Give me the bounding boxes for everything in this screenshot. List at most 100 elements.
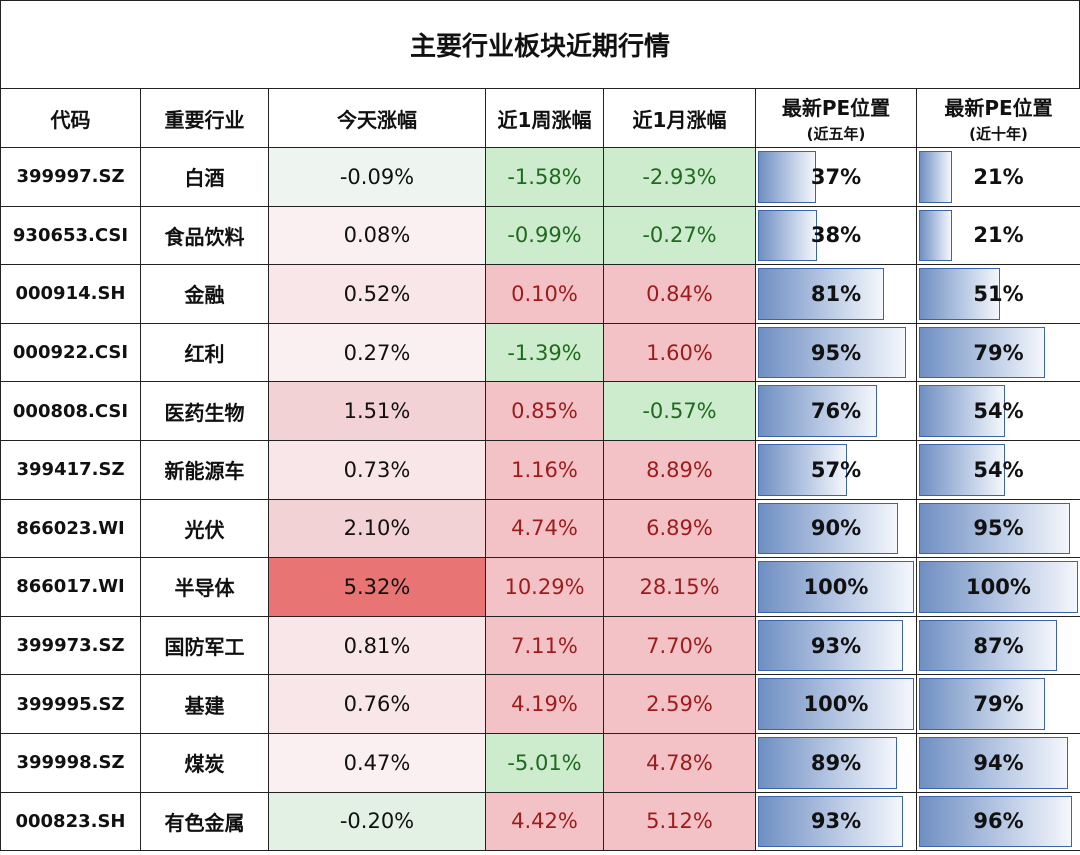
- cell-month: 2.59%: [603, 674, 756, 734]
- cell-week: -1.39%: [485, 322, 604, 383]
- cell-today: 0.76%: [268, 674, 486, 734]
- pe5-databar: [758, 619, 904, 672]
- cell-pe10: 54%: [916, 381, 1080, 441]
- cell-month: 28.15%: [603, 557, 756, 617]
- cell-week: 10.29%: [485, 557, 604, 617]
- pe5-label: 100%: [803, 574, 869, 599]
- header-week: 近1周涨幅: [485, 88, 604, 148]
- table-row: 866017.WI 半导体 5.32% 10.29% 28.15% 100% 100%: [0, 557, 1080, 617]
- pe10-label: 94%: [973, 750, 1024, 775]
- cell-today: 0.47%: [268, 732, 486, 793]
- pe10-databar: [919, 326, 1045, 379]
- cell-code: 399995.SZ: [0, 674, 141, 734]
- cell-industry: 半导体: [140, 557, 269, 617]
- cell-week: -5.01%: [485, 732, 604, 793]
- pe5-label: 76%: [810, 399, 862, 424]
- cell-pe5: 57%: [755, 439, 917, 500]
- cell-week: 0.85%: [485, 381, 604, 441]
- cell-today: 2.10%: [268, 498, 486, 559]
- cell-today: 0.81%: [268, 615, 486, 676]
- cell-pe10: 96%: [916, 791, 1080, 852]
- cell-month: -2.93%: [603, 147, 756, 207]
- cell-pe10: 79%: [916, 674, 1080, 734]
- pe5-databar: [758, 443, 847, 496]
- cell-code: 866017.WI: [0, 557, 141, 617]
- cell-pe5: 90%: [755, 498, 917, 559]
- pe10-label: 87%: [973, 633, 1024, 658]
- cell-pe5: 95%: [755, 322, 917, 383]
- table-row: 000808.CSI 医药生物 1.51% 0.85% -0.57% 76% 54%: [0, 381, 1080, 441]
- cell-pe5: 89%: [755, 732, 917, 793]
- pe5-databar: [758, 385, 877, 437]
- cell-industry: 医药生物: [140, 381, 269, 441]
- header-industry: 重要行业: [140, 88, 269, 148]
- cell-pe5: 37%: [755, 147, 917, 207]
- cell-code: 000808.CSI: [0, 381, 141, 441]
- cell-month: -0.27%: [603, 205, 756, 266]
- pe10-label: 79%: [973, 692, 1024, 717]
- table-row: 399995.SZ 基建 0.76% 4.19% 2.59% 100% 79%: [0, 674, 1080, 734]
- cell-code: 000823.SH: [0, 791, 141, 852]
- pe10-label: 95%: [973, 516, 1024, 541]
- pe5-label: 81%: [810, 281, 862, 306]
- pe5-label: 95%: [810, 340, 862, 365]
- cell-pe10: 100%: [916, 557, 1080, 617]
- cell-pe5: 81%: [755, 264, 917, 324]
- pe5-databar: [758, 326, 907, 379]
- pe5-label: 89%: [810, 750, 862, 775]
- pe10-label: 96%: [973, 809, 1024, 834]
- table-row: 399998.SZ 煤炭 0.47% -5.01% 4.78% 89% 94%: [0, 732, 1080, 793]
- pe10-label: 100%: [966, 574, 1031, 599]
- cell-code: 399997.SZ: [0, 147, 141, 207]
- cell-pe10: 94%: [916, 732, 1080, 793]
- cell-code: 000914.SH: [0, 264, 141, 324]
- table-title: 主要行业板块近期行情: [0, 0, 1080, 88]
- table-row: 930653.CSI 食品饮料 0.08% -0.99% -0.27% 38% 21%: [0, 205, 1080, 266]
- cell-today: -0.20%: [268, 791, 486, 852]
- cell-month: 4.78%: [603, 732, 756, 793]
- cell-pe10: 79%: [916, 322, 1080, 383]
- pe10-databar: [919, 736, 1069, 789]
- pe10-databar: [919, 443, 1005, 496]
- table-row: 000823.SH 有色金属 -0.20% 4.42% 5.12% 93% 96%: [0, 791, 1080, 852]
- pe10-databar: [919, 561, 1078, 613]
- pe5-label: 100%: [803, 692, 869, 717]
- cell-today: 0.73%: [268, 439, 486, 500]
- cell-pe5: 100%: [755, 557, 917, 617]
- cell-pe10: 54%: [916, 439, 1080, 500]
- pe5-label: 38%: [810, 223, 862, 248]
- pe5-databar: [758, 151, 816, 203]
- cell-pe5: 100%: [755, 674, 917, 734]
- cell-month: 6.89%: [603, 498, 756, 559]
- header-pe5-main: 最新PE位置: [781, 96, 891, 120]
- cell-month: 0.84%: [603, 264, 756, 324]
- cell-code: 399417.SZ: [0, 439, 141, 500]
- cell-industry: 白酒: [140, 147, 269, 207]
- pe10-databar: [919, 268, 1001, 320]
- header-code: 代码: [0, 88, 141, 148]
- cell-week: -0.99%: [485, 205, 604, 266]
- pe10-label: 51%: [973, 281, 1024, 306]
- pe5-databar: [758, 736, 897, 789]
- cell-today: 5.32%: [268, 557, 486, 617]
- cell-code: 930653.CSI: [0, 205, 141, 266]
- cell-week: 4.42%: [485, 791, 604, 852]
- cell-pe5: 76%: [755, 381, 917, 441]
- cell-industry: 新能源车: [140, 439, 269, 500]
- table-row: 399417.SZ 新能源车 0.73% 1.16% 8.89% 57% 54%: [0, 439, 1080, 500]
- pe10-databar: [919, 502, 1071, 555]
- header-today: 今天涨幅: [268, 88, 486, 148]
- header-pe10: 最新PE位置 (近十年): [916, 88, 1080, 148]
- pe5-label: 37%: [810, 164, 862, 189]
- cell-industry: 金融: [140, 264, 269, 324]
- pe5-label: 93%: [810, 809, 862, 834]
- cell-pe10: 95%: [916, 498, 1080, 559]
- cell-industry: 有色金属: [140, 791, 269, 852]
- pe10-label: 21%: [973, 164, 1024, 189]
- pe10-label: 21%: [973, 223, 1024, 248]
- cell-pe10: 21%: [916, 147, 1080, 207]
- cell-code: 866023.WI: [0, 498, 141, 559]
- cell-pe5: 38%: [755, 205, 917, 266]
- cell-month: 1.60%: [603, 322, 756, 383]
- header-pe5: 最新PE位置 (近五年): [755, 88, 917, 148]
